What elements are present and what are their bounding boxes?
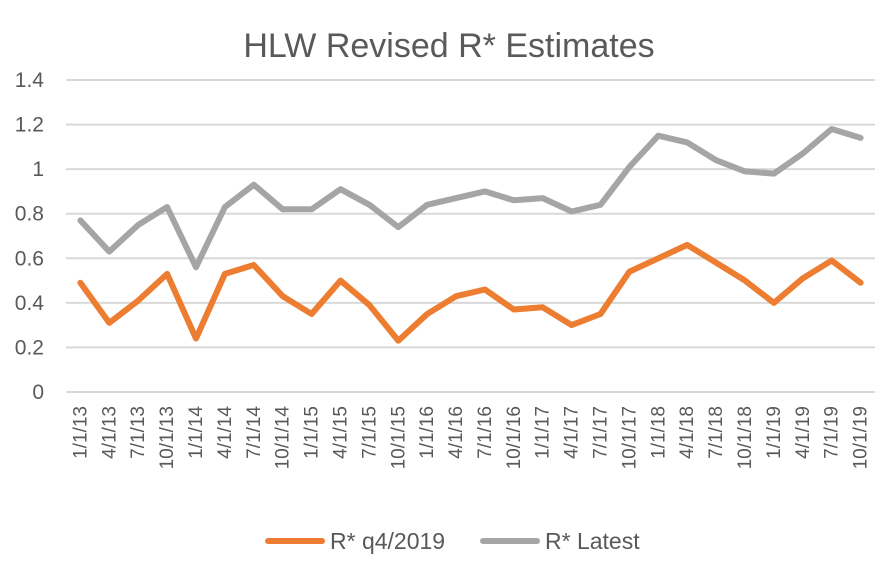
x-tick-label: 4/1/16	[446, 406, 467, 459]
legend-label: R* q4/2019	[330, 528, 445, 554]
x-tick-label: 4/1/14	[215, 406, 236, 459]
x-tick-label: 7/1/17	[591, 406, 612, 459]
y-tick-label: 1.4	[15, 69, 45, 92]
series-line-r-latest	[77, 126, 864, 271]
x-tick-label: 10/1/18	[735, 406, 756, 469]
x-tick-label: 1/1/13	[70, 406, 91, 459]
x-tick-label: 1/1/16	[417, 406, 438, 459]
y-tick-label: 1	[32, 158, 44, 181]
x-tick-label: 10/1/16	[504, 406, 525, 469]
legend: R* q4/2019 R* Latest	[265, 528, 640, 554]
x-tick-label: 1/1/14	[186, 406, 207, 459]
x-tick-label: 4/1/17	[562, 406, 583, 459]
x-tick-label: 10/1/15	[388, 406, 409, 469]
x-tick-label: 4/1/18	[677, 406, 698, 459]
y-tick-label: 0	[32, 381, 44, 404]
x-tick-label: 7/1/19	[822, 406, 843, 459]
x-tick-label: 1/1/15	[302, 406, 323, 459]
y-tick-label: 0.4	[15, 292, 45, 315]
x-tick-label: 10/1/13	[157, 406, 178, 469]
x-tick-label: 1/1/18	[648, 406, 669, 459]
y-tick-label: 0.2	[15, 336, 44, 359]
y-tick-label: 0.8	[15, 203, 44, 226]
x-tick-label: 7/1/13	[128, 406, 149, 459]
series-lines	[77, 126, 864, 344]
x-tick-label: 7/1/15	[359, 406, 380, 459]
x-tick-label: 4/1/15	[330, 406, 351, 459]
x-tick-label: 7/1/16	[475, 406, 496, 459]
chart-title: HLW Revised R* Estimates	[243, 27, 654, 65]
y-tick-label: 1.2	[15, 114, 44, 137]
x-tick-label: 1/1/19	[764, 406, 785, 459]
x-tick-label: 4/1/19	[793, 406, 814, 459]
gridlines	[66, 79, 875, 393]
x-tick-label: 7/1/14	[244, 406, 265, 459]
x-tick-label: 10/1/14	[273, 406, 294, 470]
x-tick-label: 4/1/13	[99, 406, 120, 459]
x-tick-label: 10/1/17	[619, 406, 640, 469]
x-axis-ticks: 1/1/13 4/1/13 7/1/13 10/1/13 1/1/14 4/1/14 7/1…	[70, 406, 871, 470]
x-tick-label: 1/1/17	[533, 406, 554, 459]
x-tick-label: 7/1/18	[706, 406, 727, 459]
series-line-r-q4-2019	[77, 241, 864, 344]
y-axis-ticks: 0 0.2 0.4 0.6 0.8 1 1.2 1.4	[15, 69, 45, 404]
legend-label: R* Latest	[545, 528, 640, 554]
y-tick-label: 0.6	[15, 247, 44, 270]
x-tick-label: 10/1/19	[851, 406, 872, 469]
